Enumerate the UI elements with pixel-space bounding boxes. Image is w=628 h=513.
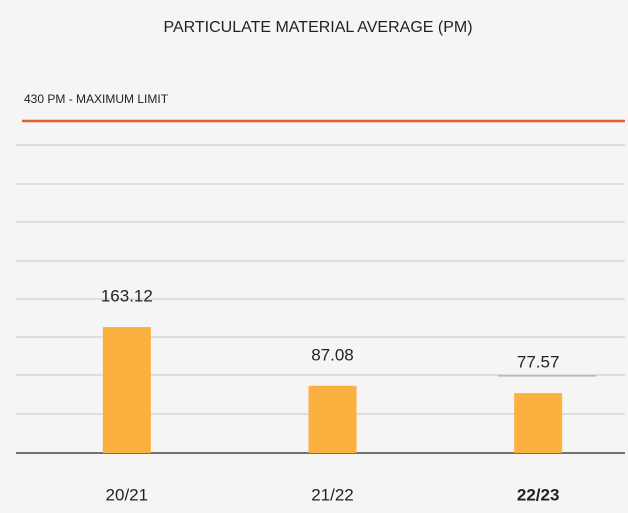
bar bbox=[308, 385, 357, 453]
bar bbox=[102, 327, 151, 453]
limit-label: 430 PM - MAXIMUM LIMIT bbox=[24, 92, 169, 106]
value-label: 163.12 bbox=[101, 287, 153, 306]
value-label: 87.08 bbox=[311, 345, 354, 364]
bar bbox=[514, 393, 563, 453]
x-tick-label: 22/23 bbox=[517, 485, 560, 504]
value-label: 77.57 bbox=[517, 353, 560, 372]
x-tick-label: 21/22 bbox=[311, 485, 354, 504]
chart-title: PARTICULATE MATERIAL AVERAGE (PM) bbox=[163, 19, 472, 36]
x-tick-label: 20/21 bbox=[106, 485, 149, 504]
